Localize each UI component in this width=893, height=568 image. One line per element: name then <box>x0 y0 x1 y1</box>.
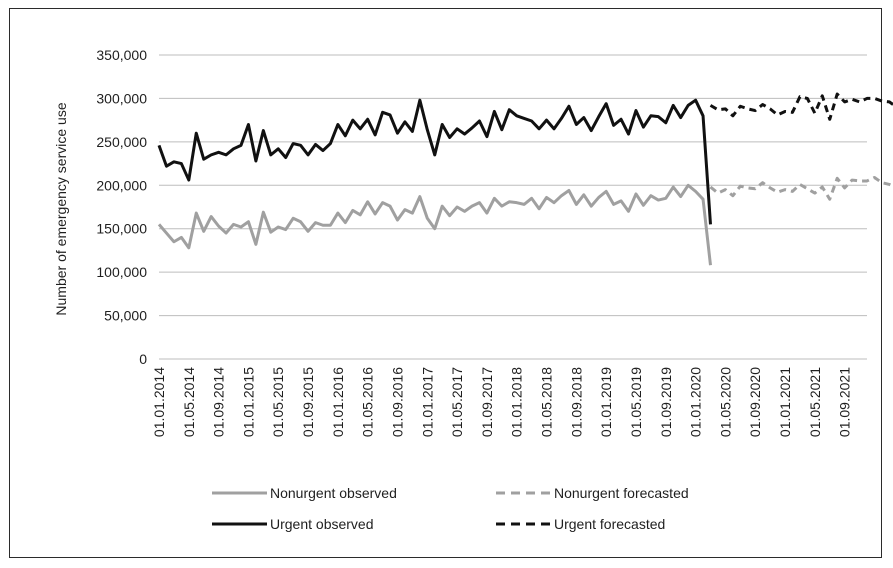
y-tick-label: 100,000 <box>96 264 147 280</box>
x-tick-label: 01.05.2021 <box>807 367 823 437</box>
legend-label: Nonurgent forecasted <box>554 485 689 501</box>
legend-label: Urgent observed <box>270 516 374 532</box>
x-tick-label: 01.05.2020 <box>717 367 733 437</box>
y-tick-label: 350,000 <box>96 47 147 63</box>
x-tick-label: 01.01.2020 <box>688 367 704 437</box>
x-tick-label: 01.09.2015 <box>300 367 316 437</box>
legend-label: Urgent forecasted <box>554 516 665 532</box>
y-tick-label: 200,000 <box>96 177 147 193</box>
x-tick-label: 01.09.2019 <box>658 367 674 437</box>
legend-label: Nonurgent observed <box>270 485 397 501</box>
x-tick-label: 01.05.2019 <box>628 367 644 437</box>
y-tick-labels: 0 50,000 100,000 150,000 200,000 250,000 300,0… <box>96 47 147 367</box>
x-tick-label: 01.09.2017 <box>479 367 495 437</box>
x-tick-label: 01.05.2016 <box>360 367 376 437</box>
series-line-nonurgent-forecasted <box>709 175 893 201</box>
x-tick-label: 01.01.2016 <box>330 367 346 437</box>
x-tick-label: 01.09.2014 <box>211 367 227 437</box>
series-line-nonurgent-observed <box>157 183 712 266</box>
y-axis-label: Number of emergency service use <box>53 102 69 315</box>
gridlines <box>159 54 867 360</box>
x-tick-label: 01.09.2021 <box>837 367 853 437</box>
y-tick-label: 0 <box>139 351 147 367</box>
y-tick-label: 250,000 <box>96 134 147 150</box>
y-tick-label: 300,000 <box>96 90 147 106</box>
series-line-urgent-forecasted <box>709 92 893 121</box>
x-tick-label: 01.01.2018 <box>509 367 525 437</box>
series-lines <box>157 92 893 266</box>
x-tick-label: 01.01.2021 <box>777 367 793 437</box>
x-tick-label: 01.01.2015 <box>240 367 256 437</box>
x-tick-labels: 01.01.2014 01.05.2014 01.09.2014 01.01.2015… <box>151 367 853 437</box>
chart-frame <box>9 8 882 558</box>
x-tick-label: 01.01.2019 <box>598 367 614 437</box>
x-tick-label: 01.09.2018 <box>568 367 584 437</box>
x-tick-label: 01.09.2016 <box>389 367 405 437</box>
x-tick-label: 01.01.2017 <box>419 367 435 437</box>
x-tick-label: 01.09.2020 <box>747 367 763 437</box>
series-line-urgent-observed <box>157 98 712 225</box>
x-tick-label: 01.01.2014 <box>151 367 167 437</box>
legend: Nonurgent observed Nonurgent forecasted Ur… <box>212 485 689 532</box>
y-tick-label: 150,000 <box>96 221 147 237</box>
x-tick-label: 01.05.2017 <box>449 367 465 437</box>
y-tick-label: 50,000 <box>104 308 147 324</box>
x-tick-label: 01.05.2014 <box>181 367 197 437</box>
x-tick-label: 01.05.2015 <box>270 367 286 437</box>
x-tick-label: 01.05.2018 <box>539 367 555 437</box>
